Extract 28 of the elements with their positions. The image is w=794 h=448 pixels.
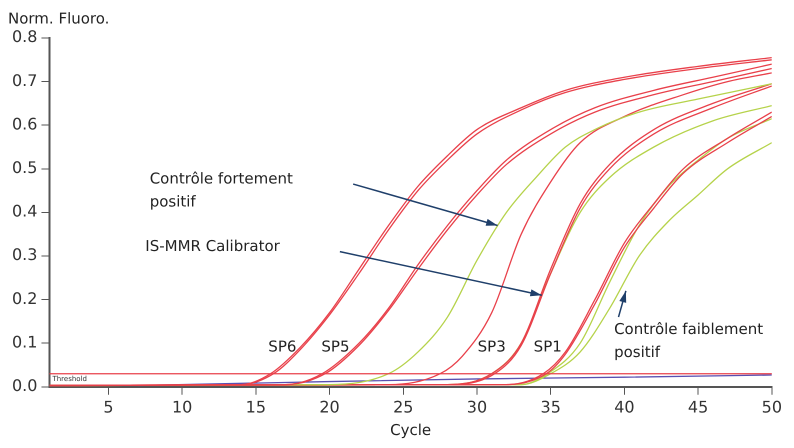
annotation: SP1: [534, 337, 562, 356]
annotation: SP3: [478, 337, 506, 356]
y-tick-label: 0.8: [12, 27, 38, 46]
x-tick-label: 25: [393, 398, 414, 417]
y-tick-label: 0.1: [12, 332, 38, 352]
x-tick-label: 30: [466, 398, 488, 417]
y-tick-label: 0.6: [12, 114, 38, 134]
y-tick-label: 0.7: [12, 70, 38, 90]
x-tick-label: 40: [614, 398, 635, 417]
y-tick-label: 0.0: [12, 376, 38, 395]
y-tick-label: 0.5: [12, 158, 38, 177]
x-tick-label: 20: [319, 398, 340, 417]
x-tick-label: 10: [172, 398, 192, 417]
y-axis-title: Norm. Fluoro.: [8, 9, 110, 28]
y-tick-label: 0.3: [12, 245, 38, 264]
annotation: Contrôle faiblement positif: [614, 320, 764, 362]
annotation: Contrôle fortement positif: [150, 170, 293, 211]
x-tick-label: 45: [688, 398, 708, 417]
y-tick-label: 0.2: [12, 288, 38, 308]
annotation: SP6: [268, 337, 296, 356]
x-tick-label: 50: [762, 398, 782, 417]
x-tick-label: 5: [103, 398, 114, 417]
annotation: SP5: [321, 337, 350, 356]
x-axis-title: Cycle: [390, 420, 432, 439]
x-tick-label: 15: [246, 398, 266, 417]
x-tick-label: 35: [540, 398, 561, 417]
annotation: IS-MMR Calibrator: [145, 237, 281, 256]
y-tick-label: 0.4: [12, 202, 38, 221]
